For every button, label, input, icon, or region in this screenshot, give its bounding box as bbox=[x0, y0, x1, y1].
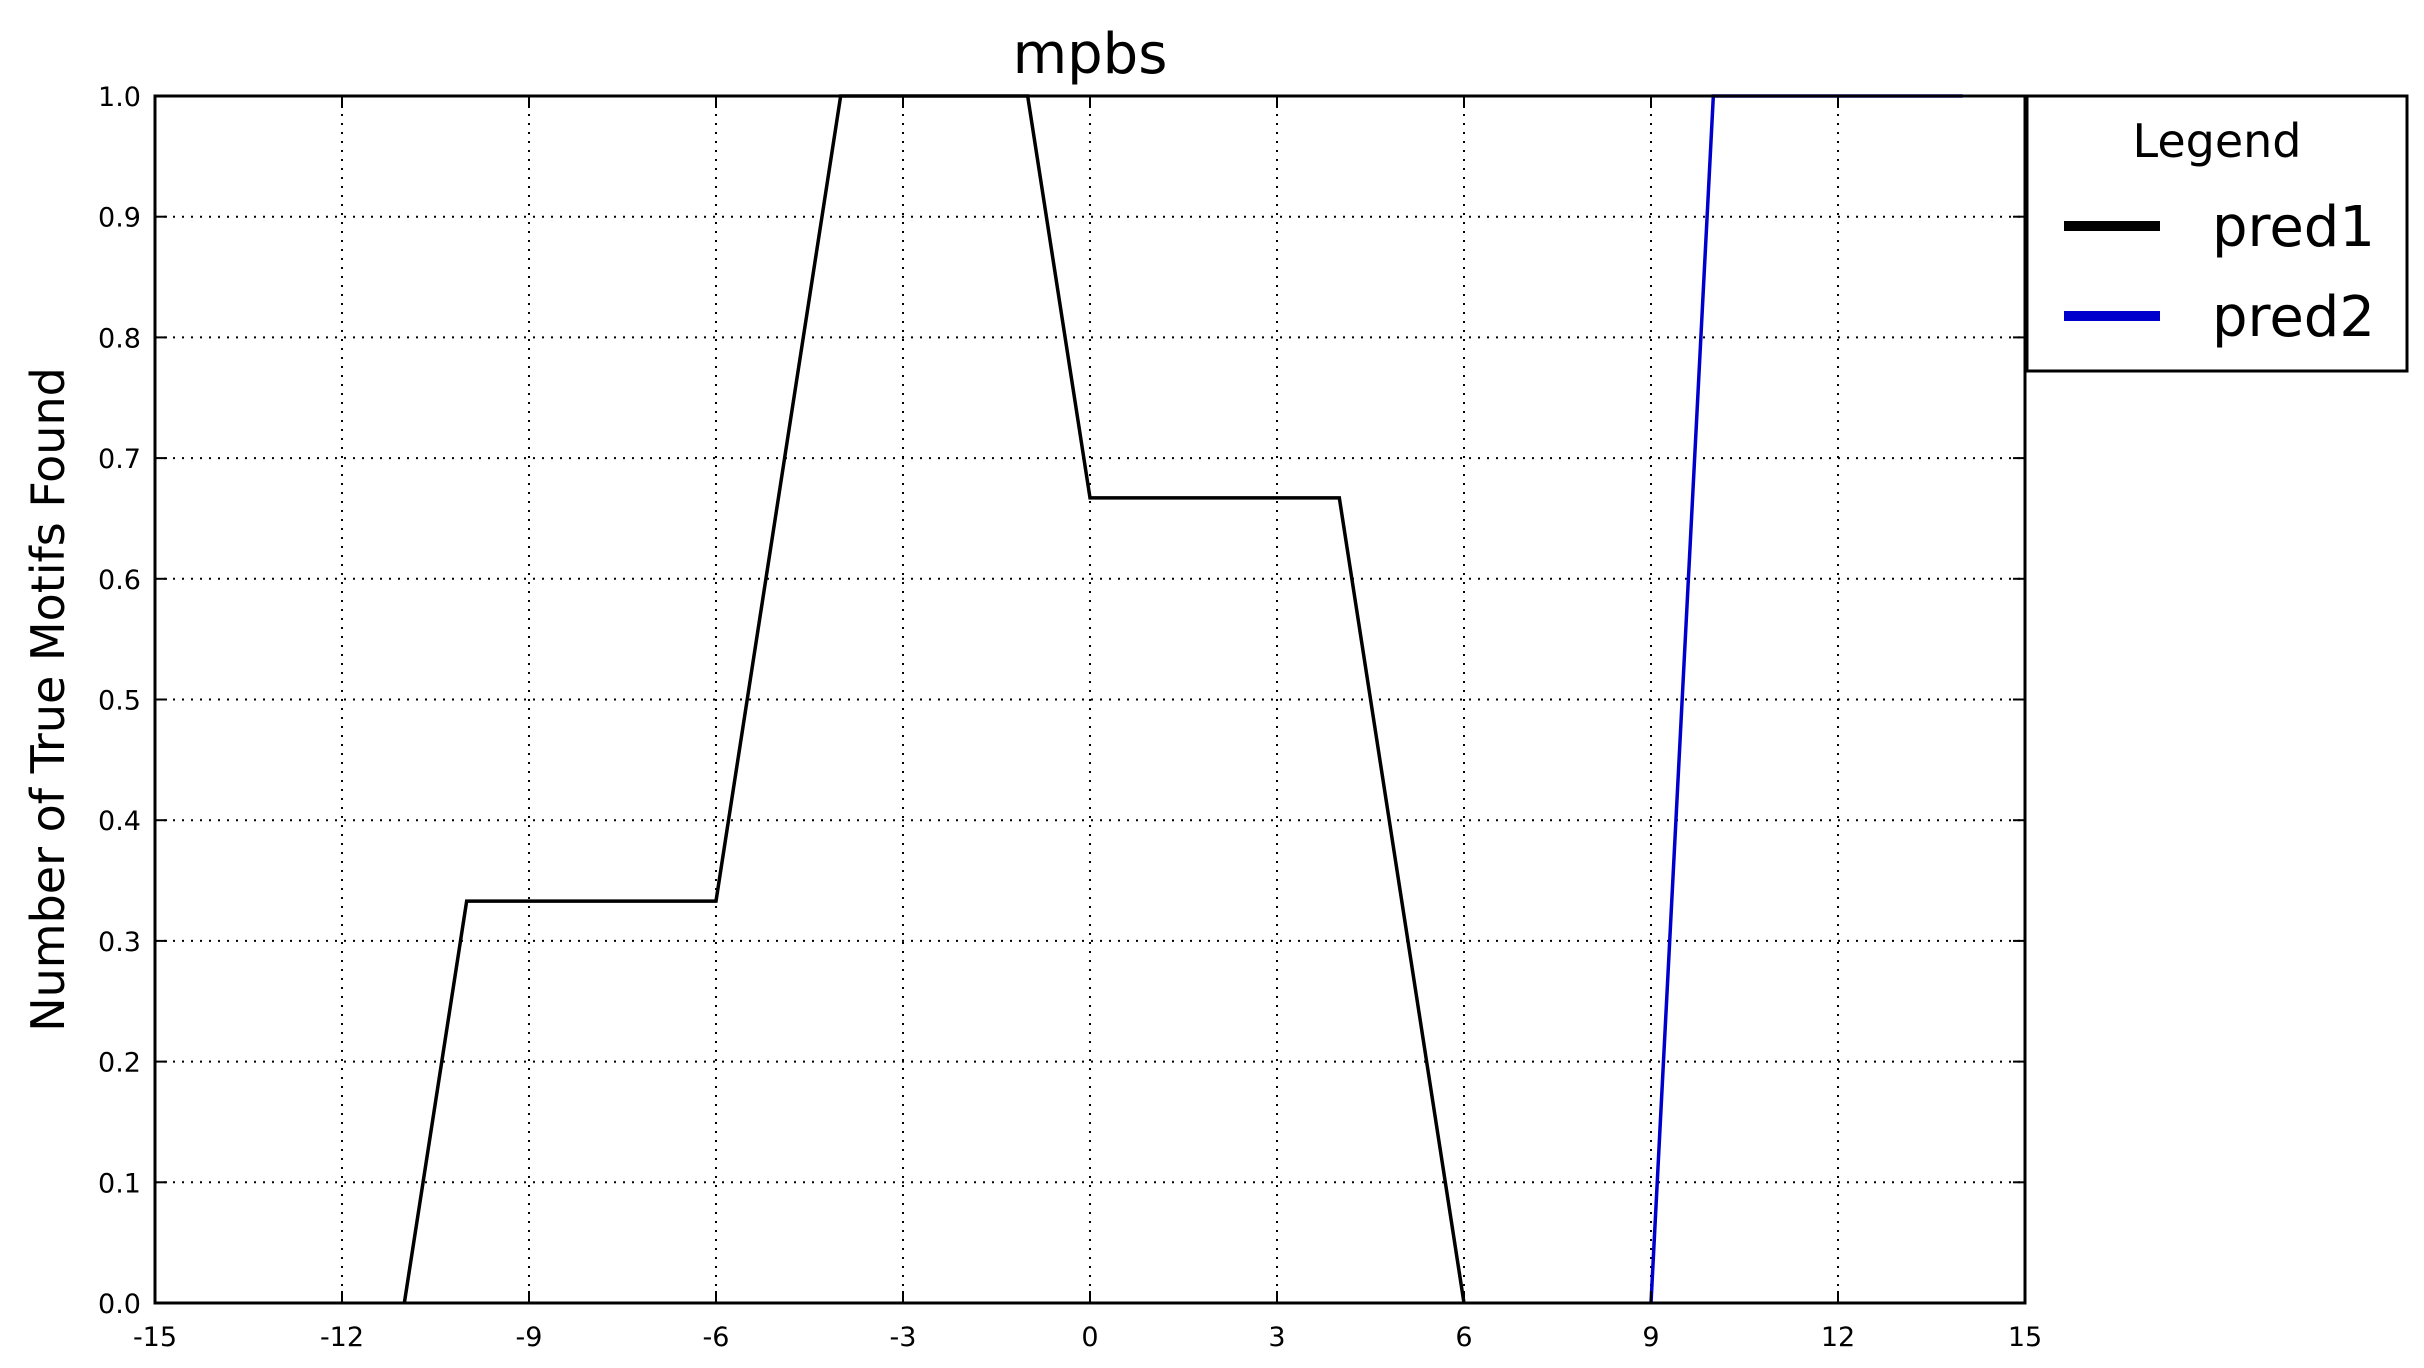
y-tick-label: 0.4 bbox=[98, 806, 141, 837]
x-tick-label: -9 bbox=[516, 1322, 543, 1353]
axis-ticks: -15 -12 -9 -6 -3 0 3 6 9 12 15 0.0 0.1 0.2 0.3 0.4 0.5 0.… bbox=[98, 82, 2042, 1353]
x-tick-label: 9 bbox=[1642, 1322, 1659, 1353]
x-tick-label: 0 bbox=[1081, 1322, 1098, 1353]
y-tick-label: 0.1 bbox=[98, 1168, 141, 1199]
x-tick-label: 3 bbox=[1268, 1322, 1285, 1353]
chart-title: mpbs bbox=[1013, 22, 1168, 87]
x-tick-label: 12 bbox=[1821, 1322, 1855, 1353]
grid-lines bbox=[154, 95, 2026, 1304]
legend-title: Legend bbox=[2133, 114, 2302, 168]
y-tick-label: 0.7 bbox=[98, 444, 141, 475]
y-tick-label: 0.0 bbox=[98, 1289, 141, 1320]
y-tick-label: 0.9 bbox=[98, 203, 141, 234]
legend-box bbox=[2025, 94, 2409, 373]
x-tick-label: -12 bbox=[320, 1322, 364, 1353]
y-tick-label: 0.8 bbox=[98, 323, 141, 354]
x-tick-label: 15 bbox=[2008, 1322, 2042, 1353]
plot-series bbox=[402, 94, 1963, 1304]
legend-label-pred1: pred1 bbox=[2212, 195, 2375, 260]
y-tick-label: 0.6 bbox=[98, 565, 141, 596]
x-tick-label: -15 bbox=[133, 1322, 177, 1353]
y-tick-label: 0.2 bbox=[98, 1048, 141, 1079]
series-line-pred1 bbox=[402, 94, 1466, 1304]
y-tick-label: 1.0 bbox=[98, 82, 141, 113]
legend-label-pred2: pred2 bbox=[2212, 285, 2375, 350]
series-line-pred2 bbox=[1649, 94, 1963, 1304]
x-tick-label: 6 bbox=[1455, 1322, 1472, 1353]
y-tick-label: 0.3 bbox=[98, 927, 141, 958]
legend-entries: pred1 pred2 bbox=[2064, 195, 2375, 350]
y-axis-label: Number of True Motifs Found bbox=[21, 367, 75, 1032]
x-tick-label: -3 bbox=[890, 1322, 917, 1353]
legend: Legend pred1 pred2 bbox=[2025, 94, 2409, 373]
y-tick-label: 0.5 bbox=[98, 686, 141, 717]
x-tick-label: -6 bbox=[703, 1322, 730, 1353]
